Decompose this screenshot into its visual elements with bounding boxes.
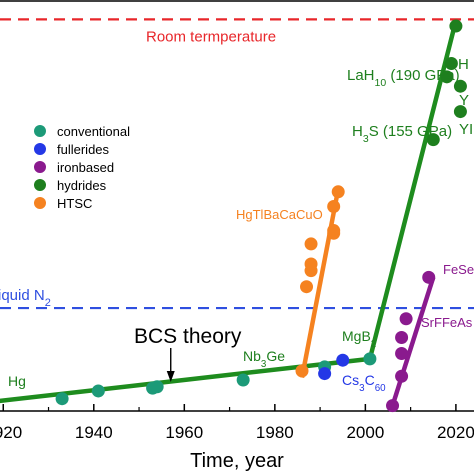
x-axis-ticks: 1920 1940 1960 1980 2000 2020: [0, 404, 474, 442]
label-y-right-2: YI: [459, 121, 473, 138]
liquid-n2-subscript: 2: [45, 297, 51, 309]
label-h3s-part-0: H: [352, 123, 363, 140]
point-conventional-5: [150, 380, 164, 394]
point-htsc-3: [304, 257, 318, 271]
label-h3s-part-2: S (155 GPa): [369, 123, 452, 140]
trend-line-2: [390, 276, 436, 407]
x-tick-label-2000: 2000: [346, 423, 384, 442]
point-htsc-4: [304, 237, 318, 251]
point-conventional-2: [55, 392, 69, 406]
point-fullerides-1: [336, 353, 350, 367]
point-ironbased-1: [395, 369, 409, 383]
point-conventional-8: [363, 352, 377, 366]
label-y-right-2-part-0: YI: [459, 121, 473, 138]
label-lah10-part-0: LaH: [347, 67, 375, 84]
label-cs3c60: Cs3C60: [342, 372, 386, 394]
label-hgtlbacacuo-part-0: HgTlBaCaCuO: [236, 207, 323, 222]
point-htsc-8: [331, 185, 345, 199]
point-conventional-3: [91, 384, 105, 398]
label-bcs-theory: BCS theory: [134, 325, 242, 348]
label-cs3c60-part-2: C: [365, 372, 375, 388]
label-cs3c60-part-3: 60: [375, 383, 386, 394]
room-temperature-label: Room termperature: [146, 28, 276, 45]
legend-marker-fullerides: [34, 143, 46, 155]
label-h-right: H: [458, 56, 469, 73]
point-ironbased-0: [386, 399, 400, 413]
bcs-arrowhead: [166, 371, 175, 382]
reference-lines: Room termperature iquid N2: [0, 18, 474, 310]
legend-marker-ironbased: [34, 161, 46, 173]
label-nb3ge-part-0: Nb: [243, 348, 261, 364]
legend-label-fullerides: fullerides: [57, 142, 110, 157]
label-lah10-part-1: 10: [375, 77, 387, 89]
label-h3s-part-1: 3: [363, 133, 369, 145]
point-ironbased-2: [395, 347, 409, 361]
label-lah10-part-2: (190 GPa): [386, 67, 459, 84]
label-nb3ge-part-2: Ge: [266, 348, 285, 364]
label-fese: FeSe: [443, 262, 474, 277]
label-cs3c60-part-1: 3: [359, 383, 365, 394]
label-mgb2-part-0: MgB: [342, 328, 371, 344]
point-conventional-6: [236, 373, 250, 387]
label-srffeas: SrFFeAs: [421, 315, 473, 330]
label-cs3c60-part-0: Cs: [342, 372, 359, 388]
legend-marker-htsc: [34, 197, 46, 209]
label-h3s: H3S (155 GPa): [352, 123, 452, 145]
label-hgtlbacacuo: HgTlBaCaCuO: [236, 207, 323, 222]
point-hydrides-4: [453, 79, 467, 93]
legend-label-hydrides: hydrides: [57, 178, 107, 193]
point-htsc-6: [327, 224, 341, 238]
x-tick-label-1940: 1940: [75, 423, 113, 442]
legend-marker-hydrides: [34, 179, 46, 191]
label-bcs-theory-part-0: BCS theory: [134, 325, 242, 348]
label-y-right-1: Y: [459, 92, 469, 109]
x-tick-label-1960: 1960: [165, 423, 203, 442]
label-hg: Hg: [8, 373, 26, 389]
label-y-right-1-part-0: Y: [459, 92, 469, 109]
label-nb3ge: Nb3Ge: [243, 348, 285, 370]
x-tick-label-1980: 1980: [256, 423, 294, 442]
trend-line-1: [299, 188, 341, 379]
label-srffeas-part-0: SrFFeAs: [421, 315, 473, 330]
legend-label-conventional: conventional: [57, 124, 130, 139]
point-htsc-1: [300, 280, 314, 294]
point-fullerides-0: [318, 367, 332, 381]
legend-marker-conventional: [34, 125, 46, 137]
point-hydrides-1: [440, 70, 454, 84]
label-h-right-part-0: H: [458, 56, 469, 73]
x-axis-title: Time, year: [190, 450, 284, 472]
x-tick-label-2020: 2020: [437, 423, 474, 442]
liquid-n2-label: iquid N2: [0, 287, 51, 309]
point-hydrides-0: [426, 133, 440, 147]
x-tick-label-1920: 1920: [0, 423, 22, 442]
point-hydrides-5: [453, 105, 467, 119]
legend-label-ironbased: ironbased: [57, 160, 114, 175]
point-hydrides-3: [449, 19, 463, 33]
label-mgb2-part-1: 2: [371, 339, 376, 350]
point-ironbased-4: [399, 312, 413, 326]
label-fese-part-0: FeSe: [443, 262, 474, 277]
point-htsc-7: [327, 199, 341, 213]
point-htsc-0: [295, 364, 309, 378]
point-hydrides-2: [444, 56, 458, 70]
point-ironbased-3: [395, 330, 409, 344]
label-nb3ge-part-1: 3: [261, 359, 267, 370]
legend-label-htsc: HTSC: [57, 196, 92, 211]
label-lah10: LaH10 (190 GPa): [347, 67, 460, 89]
legend: conventional fullerides ironbased hydrides H…: [34, 124, 130, 211]
data-points: [55, 19, 467, 413]
point-ironbased-5: [422, 270, 436, 284]
label-hg-part-0: Hg: [8, 373, 26, 389]
label-mgb2: MgB2: [342, 328, 376, 350]
